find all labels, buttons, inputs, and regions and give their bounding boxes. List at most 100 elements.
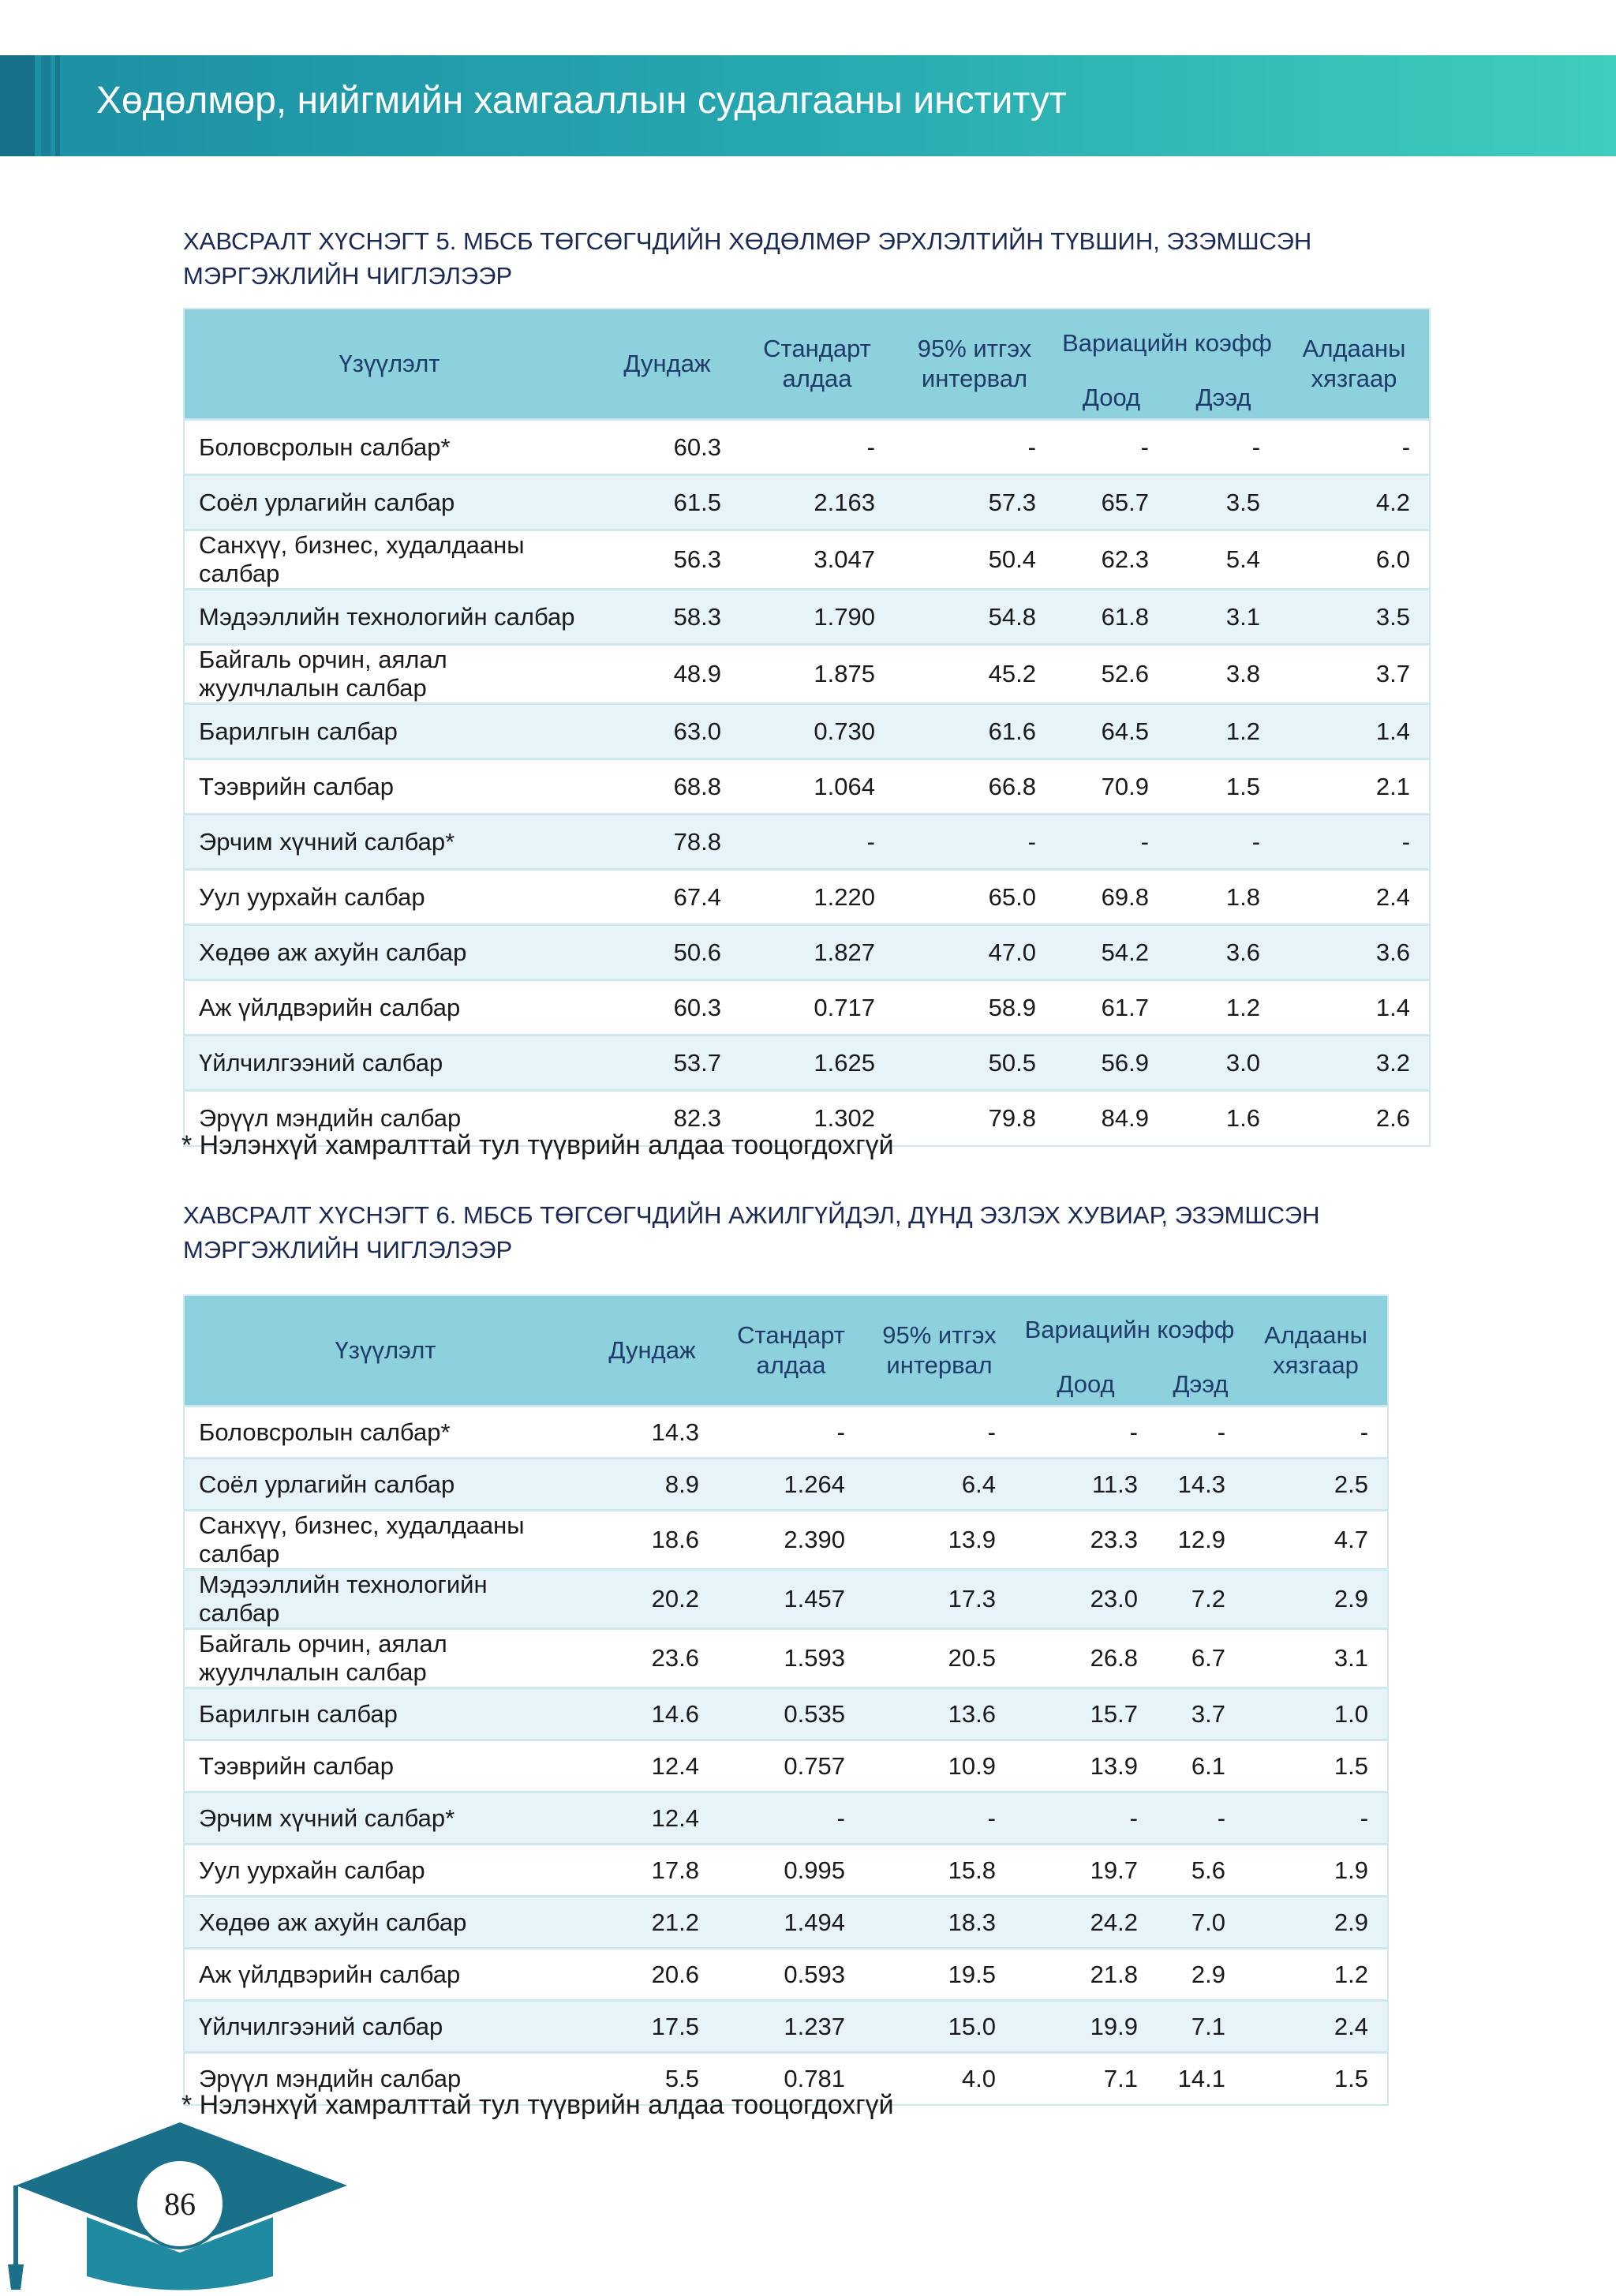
cell: 66.8 [894,758,1055,815]
cell: 1.790 [740,588,894,645]
table-row: Эрчим хүчний салбар* 12.4- - - - - [184,1791,1389,1845]
header-cell: Алдааны хязгаар [1279,309,1431,420]
cell: 54.2 [1055,923,1168,980]
cell: 58.3 [594,588,740,645]
page-circle [134,2158,226,2249]
cell: 1.625 [740,1034,894,1091]
cell: 70.9 [1055,758,1168,815]
row-label: Үйлчилгээний салбар [184,1999,586,2053]
cell: 1.9 [1244,1843,1389,1897]
cell: - [1055,813,1168,870]
cell: 47.0 [894,923,1055,980]
cell: 68.8 [594,758,740,815]
table-row: Тээврийн салбар 68.8 1.064 66.8 70.9 1.5 2.1 [184,758,1431,815]
cell: 0.730 [740,702,894,759]
cell: 78.8 [594,813,740,870]
cell: 1.2 [1168,979,1280,1036]
header-banner: Хөдөлмөр, нийгмийн хамгааллын судалгааны… [0,55,1616,156]
cell: 1.237 [718,1999,864,2053]
cell: 6.4 [864,1457,1015,1511]
cell: 14.3 [1157,1457,1245,1511]
row-label: Аж үйлдвэрийн салбар [184,979,594,1036]
cell: 62.3 [1055,529,1168,590]
cell: - [864,1405,1015,1459]
cell: 2.4 [1279,868,1431,925]
row-label: Мэдээллийн технологийн салбар [184,1568,586,1629]
table-row: Боловсролын салбар* 14.3- - - - - [184,1405,1389,1459]
cell: 7.2 [1157,1568,1245,1629]
cell: 1.6 [1168,1089,1280,1146]
row-label: Эрүүл мэндийн салбар [184,2051,586,2105]
cell: 1.8 [1168,868,1280,925]
cell: 4.7 [1244,1509,1389,1570]
cell: 65.0 [894,868,1055,925]
cell: 84.9 [1055,1089,1168,1146]
cell: 2.390 [718,1509,864,1570]
table-row: Аж үйлдвэрийн салбар 20.6 0.593 19.5 21.8 2.9… [184,1947,1389,2001]
cell: 69.8 [1055,868,1168,925]
table-row: Мэдээллийн технологийн салбар 58.3 1.790 54… [184,588,1431,645]
cell: - [740,418,894,475]
cell: 3.8 [1168,643,1280,704]
cell: 12.4 [586,1739,718,1792]
row-label: Үйлчилгээний салбар [184,1034,594,1091]
cell: 15.7 [1015,1687,1157,1740]
row-label: Хөдөө аж ахуйн салбар [184,1895,586,1949]
cell: 0.535 [718,1687,864,1740]
cell: 5.6 [1157,1843,1245,1897]
cell: 50.5 [894,1034,1055,1091]
table-row: Үйлчилгээний салбар 53.7 1.625 50.5 56.9 3.0 3… [184,1034,1431,1091]
cell: - [1055,418,1168,475]
cell: 1.0 [1244,1687,1389,1740]
cell: - [1157,1405,1245,1459]
cell: 6.7 [1157,1627,1245,1688]
cell: 0.717 [740,979,894,1036]
cell: 82.3 [594,1089,740,1146]
header-cell: Дээд [1168,377,1280,420]
table-row: Эрүүл мэндийн салбар 5.5 0.781 4.0 7.1 14.1 1.… [184,2051,1389,2105]
cell: - [1279,418,1431,475]
cell: 2.6 [1279,1089,1431,1146]
table-row: Эрүүл мэндийн салбар 82.3 1.302 79.8 84.9 1.6… [184,1089,1431,1146]
header-row: Доод Дээд [184,377,1430,420]
stripe [41,55,50,156]
table-row: Санхүү, бизнес, худалдааны салбар 56.3 3.0… [184,529,1431,590]
cell: 50.6 [594,923,740,980]
row-label: Боловсролын салбар* [184,1405,586,1459]
header-cell: 95% итгэх интервал [864,1295,1015,1406]
cell: 13.9 [864,1509,1015,1570]
header-cell: Стандарт алдаа [740,309,894,420]
cell: 24.2 [1015,1895,1157,1949]
cell: 2.163 [740,474,894,530]
cell: 17.8 [586,1843,718,1897]
cell: 0.593 [718,1947,864,2001]
cell: 61.6 [894,702,1055,759]
cell: 3.6 [1168,923,1280,980]
cell: 48.9 [594,643,740,704]
table-row: Тээврийн салбар 12.4 0.757 10.9 13.9 6.1 1.5 [184,1739,1389,1792]
table-row: Барилгын салбар 63.0 0.730 61.6 64.5 1.2 1.4 [184,702,1431,759]
cell: 0.781 [718,2051,864,2105]
cell: 17.5 [586,1999,718,2053]
cell: 14.3 [586,1405,718,1459]
row-label: Уул уурхайн салбар [184,868,594,925]
cap-base [87,2217,273,2290]
row-label: Байгаль орчин, аялал жуулчлалын салбар [184,1627,586,1688]
cell: - [1168,813,1280,870]
cell: 60.3 [594,418,740,475]
cell: 20.6 [586,1947,718,2001]
header-cell: Доод [1055,377,1168,420]
cell: 57.3 [894,474,1055,530]
cell: 20.5 [864,1627,1015,1688]
cell: 2.9 [1244,1568,1389,1629]
cell: 20.2 [586,1568,718,1629]
table-row: Байгаль орчин, аялал жуулчлалын салбар 23… [184,1627,1389,1688]
cell: - [864,1791,1015,1845]
table-row: Уул уурхайн салбар 17.8 0.995 15.8 19.7 5.6 1.… [184,1843,1389,1897]
cell: 6.1 [1157,1739,1245,1792]
table-row: Үйлчилгээний салбар 17.5 1.237 15.0 19.9 7.1 2… [184,1999,1389,2053]
cell: - [894,418,1055,475]
row-label: Мэдээллийн технологийн салбар [184,588,594,645]
cell: 1.4 [1279,702,1431,759]
header-cell: Алдааны хязгаар [1244,1295,1389,1406]
